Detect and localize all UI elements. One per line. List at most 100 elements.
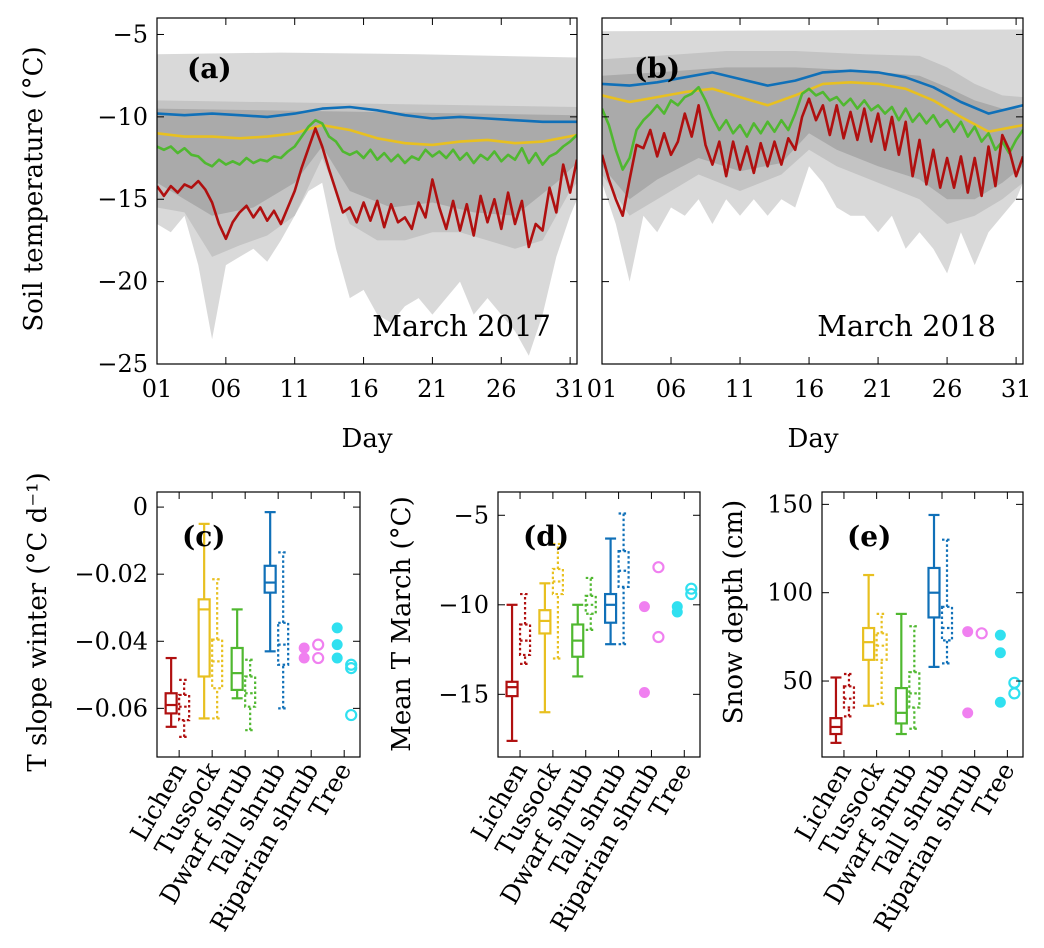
axes-frame <box>821 491 1024 758</box>
series-line-dwarf-shrub <box>157 118 577 168</box>
y-tick-label: 50 <box>782 667 813 695</box>
ylabel-d: Mean T March (°C) <box>387 496 417 751</box>
point-tree-2017 <box>994 629 1006 641</box>
plot-area <box>157 52 577 356</box>
box-tall-shrub-2017-body <box>263 564 277 594</box>
y-tick-label: −15 <box>97 185 148 213</box>
point-tree-2018 <box>1008 687 1021 700</box>
point-riparian-shrub-2018 <box>975 627 988 640</box>
box-tussock-2017-body <box>197 598 211 678</box>
panel-b: 01 06 11 16 21 26 31 <box>587 17 1032 403</box>
point-riparian-shrub-2017 <box>638 601 650 613</box>
y-tick-label: −25 <box>97 350 148 378</box>
x-tick-label: 21 <box>417 375 448 403</box>
xlabel-a: Day <box>341 424 392 454</box>
x-tick-label: 16 <box>348 375 379 403</box>
panel-a: 01 06 11 16 21 26 31 −25 −20 −15 −10 −5 <box>97 17 585 403</box>
panel-tag-e: (e) <box>847 520 891 553</box>
range-band-inner <box>157 108 577 216</box>
x-tick-label: 06 <box>211 375 242 403</box>
axes-frame <box>497 491 701 758</box>
point-riparian-shrub-2017 <box>962 707 974 719</box>
y-tick-label: −0.02 <box>74 560 148 588</box>
y-tick-label: −10 <box>438 591 489 619</box>
panel-tag-d: (d) <box>523 520 569 553</box>
point-tree-2018 <box>685 587 698 601</box>
x-tick-label: 16 <box>794 375 825 403</box>
point-tree-2017 <box>994 696 1006 708</box>
x-tick-label: 01 <box>587 375 618 403</box>
x-tick-label: 11 <box>725 375 756 403</box>
plot-area <box>602 29 1023 282</box>
box-dwarf-shrub-2017-body <box>230 646 244 692</box>
y-tick-label: 0 <box>133 493 148 521</box>
ylabel-c: T slope winter (°C d⁻¹) <box>23 472 53 771</box>
box-tall-shrub-2018-body <box>617 549 630 588</box>
box-dwarf-shrub-2018-body <box>244 675 257 708</box>
period-label-b: March 2018 <box>817 309 996 343</box>
point-tree-2017 <box>331 652 343 664</box>
y-tick-label: −20 <box>97 268 148 296</box>
box-tussock-2018-body <box>875 632 888 661</box>
x-tick-label: 06 <box>656 375 687 403</box>
box-tall-shrub-2018-body <box>277 621 290 666</box>
point-riparian-shrub-2017 <box>638 687 650 699</box>
box-dwarf-shrub-2018-body <box>908 671 921 709</box>
x-tick-label: 21 <box>863 375 894 403</box>
point-tree-2018 <box>685 582 698 595</box>
y-tick-label: 100 <box>767 579 813 607</box>
x-tick-label: 11 <box>279 375 310 403</box>
series-line-dwarf-shrub <box>602 85 1023 171</box>
point-riparian-shrub-2018 <box>652 561 665 574</box>
series-line-lichen <box>157 127 577 249</box>
axes-frame <box>601 17 1024 365</box>
point-tree-2017 <box>994 647 1006 659</box>
range-band-inner <box>602 67 1023 200</box>
box-lichen-2018-body <box>842 685 856 709</box>
top-ylabel: Soil temperature (°C) <box>19 46 49 331</box>
point-riparian-shrub-2017 <box>962 626 974 638</box>
box-lichen-2017-body <box>505 680 519 698</box>
y-tick-label: −0.04 <box>74 627 148 655</box>
box-lichen-2017-body <box>164 692 178 715</box>
point-tree-2018 <box>345 708 358 722</box>
y-tick-label: −0.06 <box>74 694 148 722</box>
point-tree-2018 <box>1008 676 1021 689</box>
y-tick-label: −5 <box>113 20 148 48</box>
box-tussock-2017-body <box>862 626 876 661</box>
point-tree-2017 <box>671 606 683 618</box>
x-tick-label: 26 <box>932 375 963 403</box>
box-tall-shrub-2018-body <box>940 605 954 642</box>
series-line-lichen <box>602 97 1023 217</box>
x-tick-label: 01 <box>142 375 173 403</box>
series-line-tall-shrub <box>602 69 1023 115</box>
point-tree-2018 <box>345 662 358 675</box>
point-riparian-shrub-2018 <box>652 630 665 644</box>
point-riparian-shrub-2017 <box>298 652 310 664</box>
panel-tag-b: (b) <box>634 52 680 85</box>
box-tall-shrub-2017-body <box>603 592 618 624</box>
box-tussock-2018-body <box>551 567 564 596</box>
period-label-a: March 2017 <box>372 309 551 343</box>
y-tick-label: 150 <box>767 490 813 518</box>
ylabel-e: Snow depth (cm) <box>719 500 749 724</box>
y-tick-label: −5 <box>454 501 489 529</box>
panel-tag-a: (a) <box>187 52 232 85</box>
axes-frame <box>156 17 578 365</box>
point-riparian-shrub-2017 <box>298 642 310 654</box>
point-tree-2017 <box>331 622 343 634</box>
point-tree-2017 <box>331 639 343 651</box>
x-tick-label: 31 <box>1001 375 1032 403</box>
axes-frame <box>156 491 361 758</box>
x-tick-label: 26 <box>486 375 517 403</box>
y-tick-label: −10 <box>97 103 148 131</box>
y-tick-label: −15 <box>438 680 489 708</box>
series-line-tall-shrub <box>157 105 577 124</box>
series-line-tussock <box>157 123 577 147</box>
box-lichen-2018-body <box>178 693 191 722</box>
xlabel-b: Day <box>787 424 838 454</box>
panel-tag-c: (c) <box>182 520 226 553</box>
